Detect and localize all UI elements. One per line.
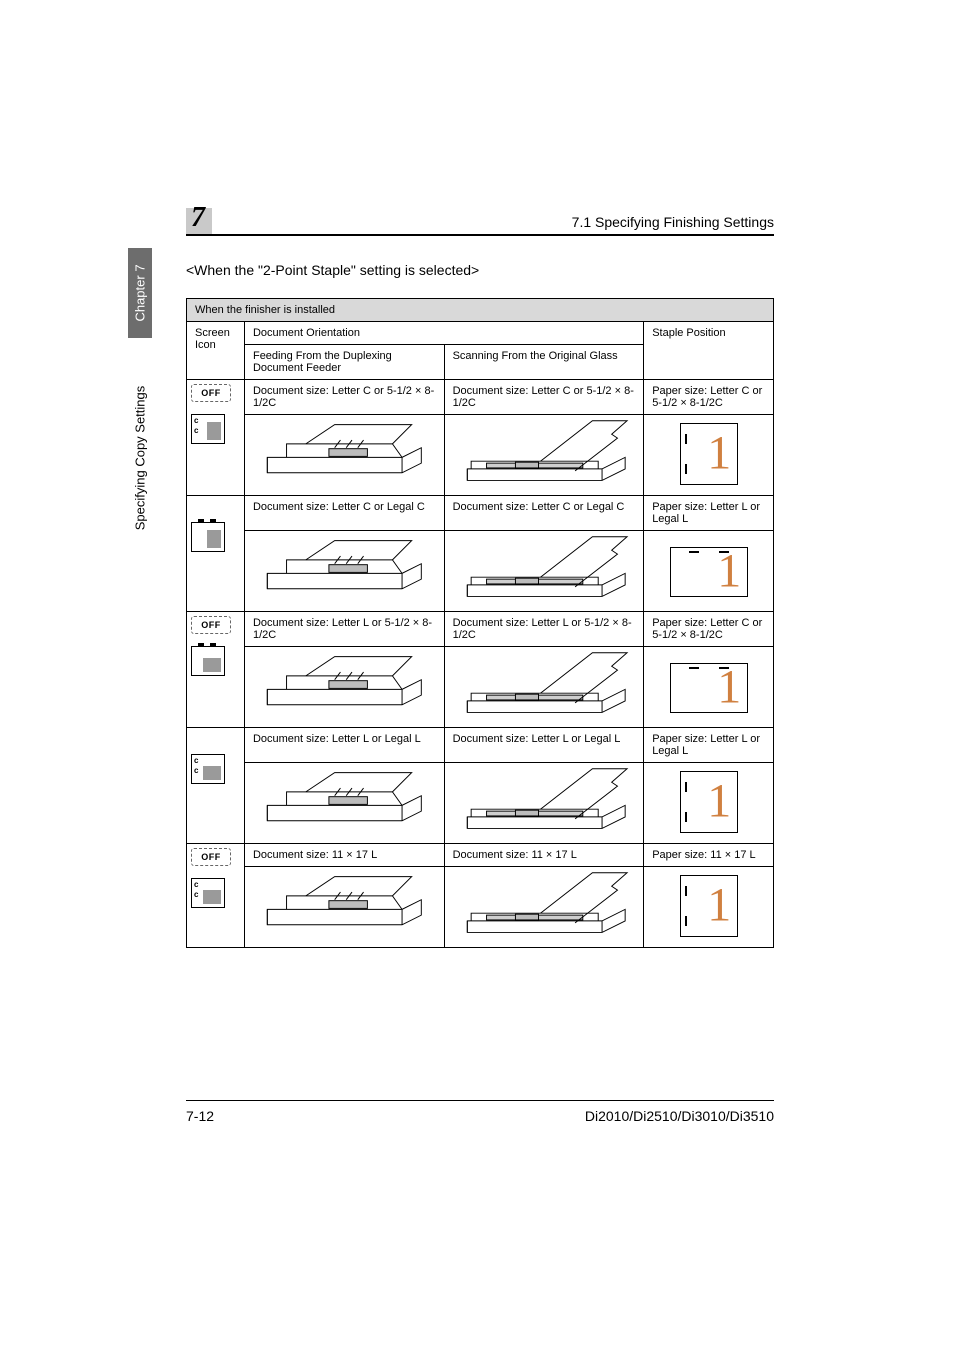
staple-text: Paper size: Letter L or Legal L: [644, 496, 774, 531]
table-row-image: 1: [187, 867, 774, 948]
screen-icon-cell: cc: [187, 728, 245, 844]
chapter-number: 7: [191, 202, 205, 234]
col-scan: Scanning From the Original Glass: [444, 345, 644, 380]
staple-text: Paper size: Letter C or 5-1/2 × 8-1/2C: [644, 380, 774, 415]
staple-mark-icon: [685, 782, 687, 792]
table-row-text: Document size: Letter C or Legal CDocume…: [187, 496, 774, 531]
feeder-diagram: [244, 415, 444, 496]
staple-text: Paper size: 11 × 17 L: [644, 844, 774, 867]
section-title: <When the "2-Point Staple" setting is se…: [186, 262, 479, 278]
staple-paper-icon: 1: [680, 771, 738, 833]
col-screen-icon: Screen Icon: [187, 322, 245, 380]
staple-mark-icon: [719, 551, 729, 553]
screen-icon-cell: OFF cc: [187, 380, 245, 496]
glass-diagram: [444, 763, 644, 844]
staple-mark-icon: [689, 551, 699, 553]
staple-mark-icon: [685, 434, 687, 444]
staple-table: When the finisher is installed Screen Ic…: [186, 298, 774, 948]
staple-mark-icon: [685, 464, 687, 474]
footer-rule: [186, 1100, 774, 1101]
table-title-row: When the finisher is installed: [187, 299, 774, 322]
table-row-image: 1: [187, 531, 774, 612]
feeder-diagram: [244, 531, 444, 612]
screen-icon-cell: OFF: [187, 612, 245, 728]
feed-text: Document size: Letter C or 5-1/2 × 8-1/2…: [244, 380, 444, 415]
header-rule: [186, 234, 774, 236]
orientation-icon: [191, 646, 225, 676]
staple-diagram: 1: [644, 867, 774, 948]
off-icon: OFF: [191, 848, 231, 866]
table-row-text: OFF Document size: Letter L or 5-1/2 × 8-…: [187, 612, 774, 647]
staple-diagram: 1: [644, 415, 774, 496]
scan-text: Document size: Letter C or Legal C: [444, 496, 644, 531]
feeder-diagram: [244, 867, 444, 948]
col-staple: Staple Position: [644, 322, 774, 380]
col-orientation: Document Orientation: [244, 322, 643, 345]
staple-numeral: 1: [707, 425, 731, 480]
table-header-row-1: Screen Icon Document Orientation Staple …: [187, 322, 774, 345]
off-icon: OFF: [191, 384, 231, 402]
feed-text: Document size: Letter L or Legal L: [244, 728, 444, 763]
sidebar-chapter-label: Chapter 7: [133, 264, 148, 321]
staple-mark-icon: [685, 916, 687, 926]
off-icon: OFF: [191, 616, 231, 634]
feeder-diagram: [244, 647, 444, 728]
table-title: When the finisher is installed: [187, 299, 774, 322]
scan-text: Document size: 11 × 17 L: [444, 844, 644, 867]
orientation-icon: cc: [191, 754, 225, 784]
staple-mark-icon: [689, 667, 699, 669]
sidebar-tab: Chapter 7 Specifying Copy Settings: [128, 248, 152, 548]
feed-text: Document size: Letter L or 5-1/2 × 8-1/2…: [244, 612, 444, 647]
screen-icon-cell: OFF cc: [187, 844, 245, 948]
feed-text: Document size: Letter C or Legal C: [244, 496, 444, 531]
staple-numeral: 1: [707, 877, 731, 932]
screen-icon-cell: [187, 496, 245, 612]
orientation-icon: [191, 522, 225, 552]
staple-mark-icon: [685, 812, 687, 822]
glass-diagram: [444, 647, 644, 728]
sidebar-title-box: Specifying Copy Settings: [128, 358, 152, 558]
glass-diagram: [444, 867, 644, 948]
staple-paper-icon: 1: [680, 423, 738, 485]
table-row-image: 1: [187, 415, 774, 496]
staple-diagram: 1: [644, 531, 774, 612]
staple-mark-icon: [719, 667, 729, 669]
staple-paper-icon: 1: [670, 663, 748, 713]
col-feed: Feeding From the Duplexing Document Feed…: [244, 345, 444, 380]
orientation-icon: cc: [191, 878, 225, 908]
orientation-icon: cc: [191, 414, 225, 444]
staple-text: Paper size: Letter C or 5-1/2 × 8-1/2C: [644, 612, 774, 647]
scan-text: Document size: Letter L or Legal L: [444, 728, 644, 763]
scan-text: Document size: Letter C or 5-1/2 × 8-1/2…: [444, 380, 644, 415]
staple-paper-icon: 1: [680, 875, 738, 937]
table-row-image: 1: [187, 647, 774, 728]
table-row-text: OFFccDocument size: Letter C or 5-1/2 × …: [187, 380, 774, 415]
footer-model: Di2010/Di2510/Di3010/Di3510: [585, 1108, 774, 1124]
glass-diagram: [444, 531, 644, 612]
staple-text: Paper size: Letter L or Legal L: [644, 728, 774, 763]
feed-text: Document size: 11 × 17 L: [244, 844, 444, 867]
footer-page-number: 7-12: [186, 1108, 214, 1124]
staple-mark-icon: [685, 886, 687, 896]
sidebar-chapter-box: Chapter 7: [128, 248, 152, 338]
feeder-diagram: [244, 763, 444, 844]
staple-numeral: 1: [707, 773, 731, 828]
table-row-image: 1: [187, 763, 774, 844]
staple-diagram: 1: [644, 763, 774, 844]
scan-text: Document size: Letter L or 5-1/2 × 8-1/2…: [444, 612, 644, 647]
staple-paper-icon: 1: [670, 547, 748, 597]
sidebar-title-label: Specifying Copy Settings: [133, 386, 148, 531]
header-title: 7.1 Specifying Finishing Settings: [572, 214, 774, 230]
staple-diagram: 1: [644, 647, 774, 728]
table-row-text: ccDocument size: Letter L or Legal LDocu…: [187, 728, 774, 763]
table-row-text: OFFccDocument size: 11 × 17 LDocument si…: [187, 844, 774, 867]
glass-diagram: [444, 415, 644, 496]
page: Chapter 7 Specifying Copy Settings 7 7.1…: [0, 0, 954, 1351]
